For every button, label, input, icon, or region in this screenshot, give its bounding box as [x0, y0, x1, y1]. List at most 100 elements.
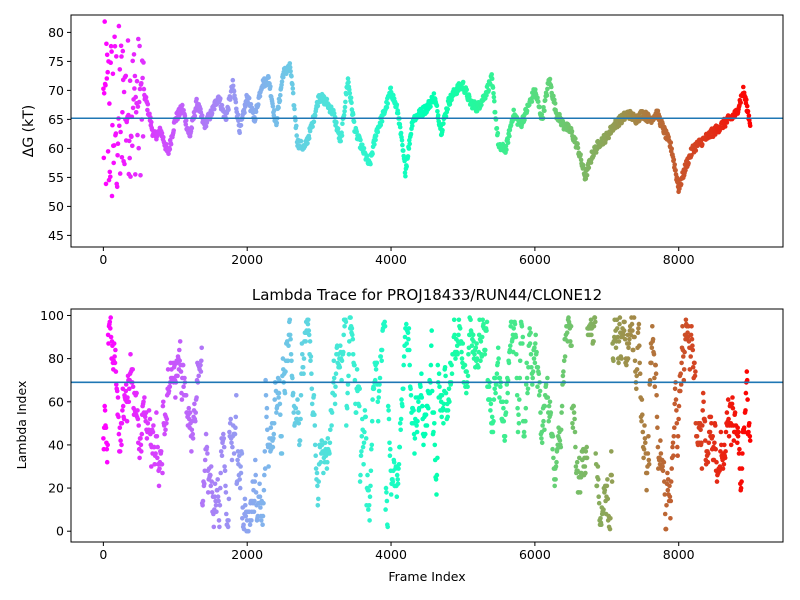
- delta-g-point: [315, 103, 321, 109]
- lambda-point: [373, 367, 379, 372]
- delta-g-point: [109, 49, 114, 54]
- delta-g-point: [491, 91, 496, 96]
- lambda-point: [412, 436, 418, 441]
- lambda-point: [609, 449, 614, 454]
- lambda-point: [706, 451, 711, 456]
- delta-g-point: [108, 174, 113, 180]
- lambda-point: [726, 416, 731, 422]
- delta-g-x-tick-label: 8000: [663, 252, 695, 267]
- lambda-point: [547, 399, 553, 405]
- lambda-point: [550, 434, 556, 439]
- delta-g-point: [368, 161, 373, 167]
- delta-g-point: [138, 173, 143, 178]
- lambda-point: [113, 369, 119, 374]
- lambda-point: [150, 429, 156, 435]
- lambda-point: [260, 522, 265, 527]
- lambda-point: [709, 421, 714, 426]
- lambda-point: [213, 503, 219, 508]
- lambda-point: [559, 403, 565, 409]
- lambda-point: [668, 479, 674, 484]
- lambda-point: [306, 317, 311, 323]
- lambda-point: [257, 481, 262, 487]
- lambda-point: [239, 451, 245, 456]
- delta-g-point: [107, 169, 113, 175]
- delta-g-point: [372, 142, 377, 147]
- lambda-point: [533, 341, 538, 346]
- lambda-point: [713, 423, 718, 428]
- delta-g-point: [537, 104, 542, 110]
- delta-g-point: [143, 94, 149, 100]
- lambda-point: [404, 341, 410, 346]
- lambda-point: [235, 457, 240, 463]
- lambda-point: [366, 507, 371, 512]
- lambda-point: [385, 403, 391, 409]
- lambda-point: [700, 390, 706, 396]
- lambda-point: [144, 436, 150, 441]
- lambda-point: [352, 362, 357, 368]
- delta-g-point: [584, 173, 590, 178]
- delta-g-point: [161, 134, 166, 140]
- delta-g-point: [489, 72, 495, 77]
- lambda-point: [665, 470, 670, 476]
- lambda-point: [215, 477, 220, 482]
- delta-g-point: [118, 43, 124, 49]
- lambda-point: [113, 347, 118, 353]
- delta-g-point: [101, 86, 106, 92]
- delta-g-point: [306, 136, 312, 141]
- lambda-point: [357, 386, 363, 392]
- lambda-point: [611, 358, 616, 364]
- lambda-point: [602, 487, 608, 493]
- lambda-point: [462, 362, 468, 368]
- lambda-point: [366, 503, 372, 508]
- delta-g-point: [136, 145, 141, 151]
- lambda-point: [153, 451, 158, 456]
- lambda-point: [434, 472, 440, 478]
- lambda-point: [674, 408, 679, 413]
- lambda-point: [217, 503, 223, 508]
- lambda-point: [362, 408, 368, 413]
- lambda-point: [726, 434, 732, 439]
- lambda-point: [328, 427, 333, 433]
- lambda-point: [338, 343, 343, 349]
- delta-g-point: [228, 95, 233, 101]
- lambda-point: [459, 356, 465, 361]
- lambda-point: [464, 390, 469, 396]
- delta-g-point: [242, 110, 247, 116]
- lambda-point: [583, 449, 589, 454]
- lambda-point: [536, 393, 542, 398]
- delta-g-point: [491, 94, 497, 100]
- delta-g-point: [364, 153, 370, 158]
- lambda-point: [114, 382, 119, 387]
- lambda-point: [296, 421, 302, 426]
- lambda-point: [218, 449, 224, 454]
- delta-g-point: [110, 71, 116, 77]
- lambda-point: [309, 401, 315, 407]
- lambda-point: [287, 317, 293, 323]
- lambda-point: [376, 395, 382, 400]
- lambda-point: [681, 354, 686, 359]
- delta-g-point: [722, 124, 728, 129]
- delta-g-point: [350, 112, 356, 117]
- delta-g-point: [230, 83, 236, 89]
- lambda-point: [591, 339, 596, 344]
- delta-g-point: [140, 134, 146, 139]
- lambda-point: [123, 382, 129, 387]
- delta-g-point: [127, 138, 132, 144]
- lambda-point: [506, 360, 512, 366]
- delta-g-point: [507, 133, 512, 139]
- lambda-point: [233, 425, 238, 431]
- delta-g-point: [312, 113, 318, 118]
- lambda-point: [407, 362, 413, 368]
- delta-g-point: [373, 133, 379, 139]
- lambda-point: [224, 511, 229, 517]
- delta-g-point: [117, 171, 123, 176]
- delta-g-point: [114, 54, 119, 59]
- lambda-point: [706, 440, 712, 446]
- lambda-point: [259, 518, 264, 523]
- lambda-point: [199, 345, 204, 351]
- lambda-point: [692, 373, 698, 379]
- delta-g-point: [545, 86, 550, 92]
- lambda-point: [689, 336, 695, 342]
- lambda-point: [301, 356, 307, 361]
- lambda-point: [641, 446, 647, 452]
